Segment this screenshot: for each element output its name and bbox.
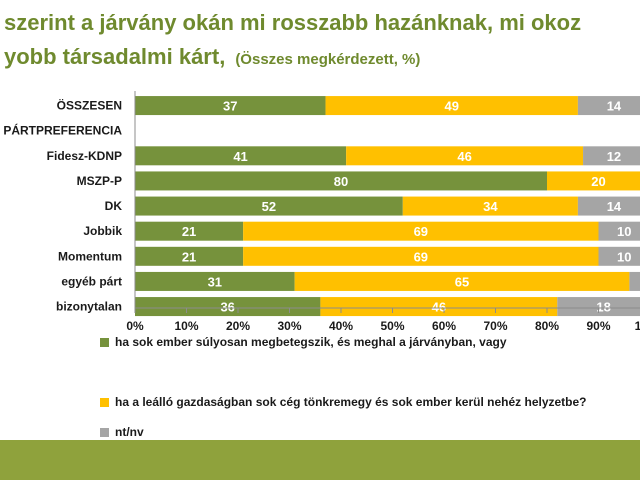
bar-segment-series-2 (320, 297, 558, 317)
category-label: bizonytalan (56, 300, 122, 314)
data-label: 10 (617, 224, 631, 239)
x-tick-label: 0% (126, 319, 144, 333)
bar-segment-series-2 (325, 96, 578, 116)
data-label: 10 (617, 249, 631, 264)
data-label: 14 (607, 199, 622, 214)
legend-item-economy: ha a leálló gazdaságban sok cég tönkreme… (100, 395, 587, 409)
title-line-2-text: yobb társadalmi kárt, (4, 44, 226, 69)
data-label: 14 (607, 99, 622, 114)
bar-segment-series-1 (135, 297, 321, 317)
data-label: 46 (457, 149, 471, 164)
legend-item-ntnv: nt/nv (100, 425, 144, 439)
bar-segment-series-3 (629, 271, 640, 291)
x-tick-label: 60% (432, 319, 456, 333)
category-label: Fidesz-KDNP (47, 149, 122, 163)
data-label: 46 (432, 300, 446, 315)
bar-segment-series-1 (135, 246, 244, 266)
bar-segment-series-3 (598, 246, 640, 266)
x-tick-label: 80% (535, 319, 559, 333)
bar-segment-series-2 (243, 221, 599, 241)
bar-segment-series-3 (577, 96, 640, 116)
data-label: 36 (220, 300, 234, 315)
bar-segment-series-1 (135, 96, 326, 116)
data-label: 41 (233, 149, 247, 164)
x-tick-label: 10% (174, 319, 198, 333)
category-label: MSZP-P (77, 174, 122, 188)
title-line-2: yobb társadalmi kárt, (Összes megkérdezet… (4, 44, 420, 70)
data-label: 20 (591, 174, 605, 189)
bar-segment-series-3 (583, 146, 640, 166)
x-tick-label: 20% (226, 319, 250, 333)
data-label: 69 (414, 249, 428, 264)
bar-segment-series-1 (135, 271, 295, 291)
data-label: 21 (182, 249, 196, 264)
bar-segment-series-2 (547, 171, 640, 191)
data-label: 49 (444, 99, 458, 114)
x-tick-label: 40% (329, 319, 353, 333)
bar-segment-series-1 (135, 221, 244, 241)
data-label: 52 (262, 199, 276, 214)
category-label: ÖSSZESEN (57, 98, 122, 113)
data-label: 69 (414, 224, 428, 239)
data-label: 21 (182, 224, 196, 239)
data-label: 12 (607, 149, 621, 164)
chart-title: szerint a járvány okán mi rosszabb hazán… (0, 0, 640, 80)
legend-swatch-sick (100, 337, 109, 347)
legend-label-ntnv: nt/nv (115, 425, 144, 439)
x-tick-label: 90% (586, 319, 610, 333)
bar-segment-series-1 (135, 171, 547, 191)
x-tick-label: 30% (277, 319, 301, 333)
category-label: Jobbik (83, 224, 122, 238)
x-tick-label: 70% (483, 319, 507, 333)
data-label: 18 (596, 300, 610, 315)
legend-swatch-ntnv (100, 427, 109, 437)
bar-segment-series-2 (243, 246, 599, 266)
bar-segment-series-1 (135, 196, 403, 216)
bar-segment-series-2 (402, 196, 578, 216)
category-label: egyéb párt (61, 274, 122, 288)
x-tick-label: 50% (380, 319, 404, 333)
data-label: 37 (223, 99, 237, 114)
legend-label-sick: ha sok ember súlyosan megbetegszik, és m… (115, 335, 507, 349)
data-label: 65 (455, 274, 469, 289)
category-label: DK (105, 199, 123, 213)
legend-swatch-economy (100, 397, 109, 407)
x-tick-label: 100% (635, 319, 640, 333)
bar-segment-series-1 (135, 146, 347, 166)
category-label: PÁRTPREFERENCIA (3, 123, 122, 138)
title-line-1: szerint a járvány okán mi rosszabb hazán… (4, 10, 582, 35)
data-label: 80 (334, 174, 348, 189)
bar-segment-series-3 (557, 297, 640, 317)
bar-segment-series-2 (294, 271, 630, 291)
title-subtitle: (Összes megkérdezett, %) (235, 51, 421, 68)
bar-segment-series-3 (577, 196, 640, 216)
category-label: Momentum (58, 249, 122, 263)
bar-segment-series-2 (346, 146, 584, 166)
stacked-bar-chart: ÖSSZESEN 37 49 14 PÁRTPREFERENCIA Fidesz-KDNP… (3, 91, 640, 333)
legend-item-sick: ha sok ember súlyosan megbetegszik, és m… (100, 335, 507, 349)
data-label: 34 (483, 199, 498, 214)
bar-segment-series-3 (598, 221, 640, 241)
data-label: 31 (208, 274, 222, 289)
footer-bar (0, 440, 640, 480)
legend-label-economy: ha a leálló gazdaságban sok cég tönkreme… (115, 395, 587, 409)
